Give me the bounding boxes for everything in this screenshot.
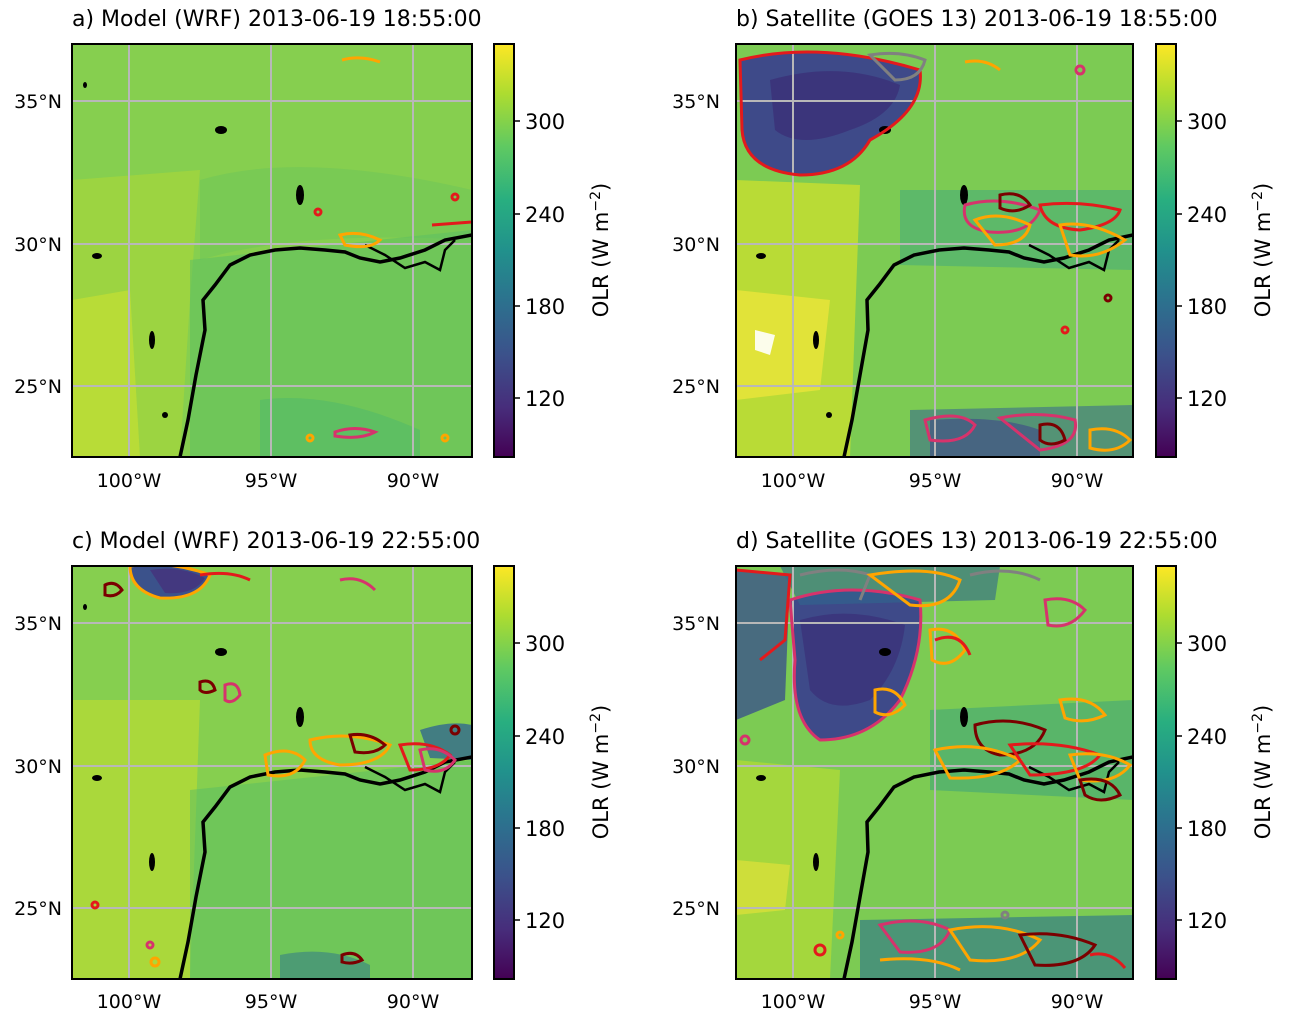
- lat-tick: 30°N: [672, 756, 720, 778]
- lon-tick: 100°W: [761, 991, 826, 1013]
- lat-tick: 25°N: [14, 376, 62, 398]
- lon-tick: 90°W: [1051, 991, 1104, 1013]
- panel-a-map: [72, 44, 472, 457]
- island-marks: [83, 82, 304, 418]
- coastline: [842, 755, 1133, 979]
- lat-tick: 35°N: [672, 91, 720, 113]
- lon-tick: 95°W: [909, 470, 962, 492]
- storm-contours: [90, 566, 461, 968]
- panel-d-title: d) Satellite (GOES 13) 2013-06-19 22:55:…: [736, 529, 1218, 554]
- lon-tick: 90°W: [1051, 470, 1104, 492]
- colorbar-tick: 120: [525, 387, 565, 411]
- lon-tick: 90°W: [387, 470, 440, 492]
- lat-tick: 30°N: [14, 756, 62, 778]
- lat-tick: 35°N: [14, 613, 62, 635]
- lon-tick: 100°W: [761, 470, 826, 492]
- storm-contours: [736, 568, 1133, 972]
- colorbar-label: OLR (W m−2): [1250, 183, 1275, 317]
- panel-c-map: [72, 566, 472, 979]
- lon-tick: 90°W: [387, 991, 440, 1013]
- panel-b-title: b) Satellite (GOES 13) 2013-06-19 18:55:…: [736, 7, 1218, 32]
- panel-b: b) Satellite (GOES 13) 2013-06-19 18:55:…: [672, 7, 1275, 492]
- colorbar: 300 240 180 120 OLR (W m−2): [1155, 43, 1275, 458]
- lon-tick: 95°W: [909, 991, 962, 1013]
- coastline: [842, 233, 1133, 457]
- lon-tick: 95°W: [245, 991, 298, 1013]
- panel-d: d) Satellite (GOES 13) 2013-06-19 22:55:…: [672, 529, 1275, 1013]
- colorbar: 300 240 180 120 OLR (W m−2): [493, 43, 613, 458]
- lat-tick: 25°N: [672, 376, 720, 398]
- lat-tick: 30°N: [672, 234, 720, 256]
- lon-tick: 100°W: [97, 991, 162, 1013]
- colorbar-tick: 240: [525, 203, 565, 227]
- colorbar-tick: 300: [1187, 110, 1227, 134]
- panel-c-title: c) Model (WRF) 2013-06-19 22:55:00: [72, 529, 480, 554]
- colorbar-tick: 240: [1187, 725, 1227, 749]
- colorbar: 300 240 180 120 OLR (W m−2): [1155, 565, 1275, 980]
- colorbar-tick: 180: [1187, 295, 1227, 319]
- colorbar-tick: 240: [1187, 203, 1227, 227]
- colorbar-tick: 300: [525, 632, 565, 656]
- coastline: [178, 755, 472, 979]
- panel-c: c) Model (WRF) 2013-06-19 22:55:00: [14, 529, 613, 1013]
- lat-tick: 25°N: [14, 898, 62, 920]
- lon-tick: 95°W: [245, 470, 298, 492]
- colorbar-label: OLR (W m−2): [588, 183, 613, 317]
- storm-contours: [738, 50, 1133, 452]
- panel-d-map: [736, 566, 1133, 979]
- lat-tick: 25°N: [672, 898, 720, 920]
- panel-b-map: [736, 44, 1133, 457]
- colorbar: 300 240 180 120 OLR (W m−2): [493, 565, 613, 980]
- panel-a: a) Model (WRF) 2013-06-19 18:55:00: [14, 7, 613, 492]
- colorbar-tick: 300: [1187, 632, 1227, 656]
- colorbar-label: OLR (W m−2): [1250, 705, 1275, 839]
- colorbar-tick: 180: [525, 295, 565, 319]
- graticule: [72, 44, 472, 457]
- lat-tick: 30°N: [14, 234, 62, 256]
- colorbar-label: OLR (W m−2): [588, 705, 613, 839]
- colorbar-tick: 120: [1187, 387, 1227, 411]
- storm-contours: [305, 56, 472, 443]
- island-marks: [756, 648, 968, 871]
- panel-a-title: a) Model (WRF) 2013-06-19 18:55:00: [72, 7, 482, 32]
- colorbar-tick: 300: [525, 110, 565, 134]
- colorbar-tick: 180: [1187, 817, 1227, 841]
- lat-tick: 35°N: [672, 613, 720, 635]
- colorbar-tick: 120: [525, 909, 565, 933]
- lat-tick: 35°N: [14, 91, 62, 113]
- colorbar-tick: 120: [1187, 909, 1227, 933]
- island-marks: [83, 604, 304, 871]
- colorbar-tick: 240: [525, 725, 565, 749]
- coastline: [178, 233, 472, 457]
- lon-tick: 100°W: [97, 470, 162, 492]
- colorbar-tick: 180: [525, 817, 565, 841]
